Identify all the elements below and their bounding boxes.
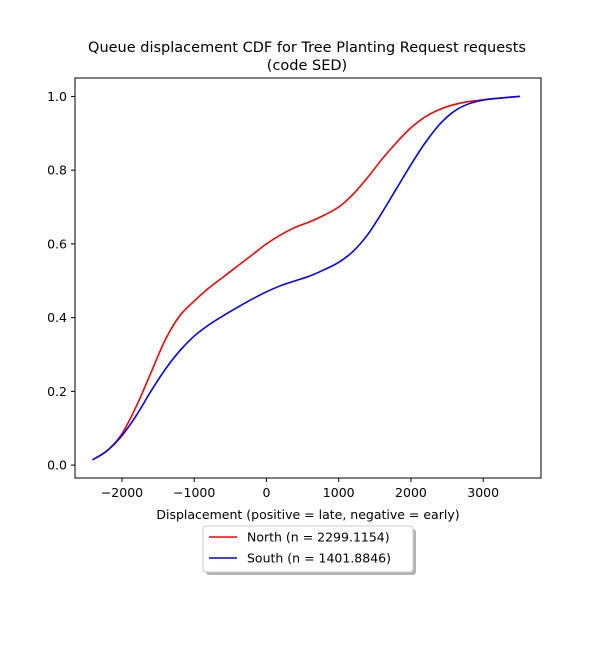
- legend: North (n = 2299.1154) South (n = 1401.884…: [202, 525, 416, 575]
- plot-frame: [74, 77, 542, 479]
- series-line-south: [92, 95, 521, 461]
- y-tick-label: 0.8: [47, 163, 67, 178]
- x-tick-label: 1000: [323, 485, 355, 500]
- legend-box: [202, 525, 414, 573]
- legend-label: North (n = 2299.1154): [247, 530, 390, 545]
- y-tick-label: 1.0: [47, 89, 67, 104]
- x-axis: −2000 −1000 0 1000 2000 3000: [101, 478, 499, 500]
- y-axis: 0.0 0.2 0.4 0.6 0.8 1.0: [47, 89, 75, 473]
- series-line-north: [92, 95, 521, 461]
- x-tick-label: −1000: [173, 485, 215, 500]
- x-tick-label: 0: [262, 485, 270, 500]
- chart-title-line2: (code SED): [267, 58, 347, 74]
- x-axis-label: Displacement (positive = late, negative …: [156, 507, 459, 522]
- x-tick-label: 3000: [467, 485, 499, 500]
- legend-label: South (n = 1401.8846): [247, 551, 391, 566]
- y-tick-label: 0.2: [47, 384, 67, 399]
- y-tick-label: 0.0: [47, 458, 67, 473]
- series-layer: [92, 95, 521, 461]
- plot-area: [74, 77, 542, 479]
- x-tick-label: 2000: [395, 485, 427, 500]
- y-tick-label: 0.4: [47, 310, 67, 325]
- y-tick-label: 0.6: [47, 236, 67, 251]
- x-tick-label: −2000: [101, 485, 143, 500]
- chart-title-line1: Queue displacement CDF for Tree Planting…: [88, 40, 526, 56]
- legend-entries: North (n = 2299.1154) South (n = 1401.884…: [209, 530, 391, 566]
